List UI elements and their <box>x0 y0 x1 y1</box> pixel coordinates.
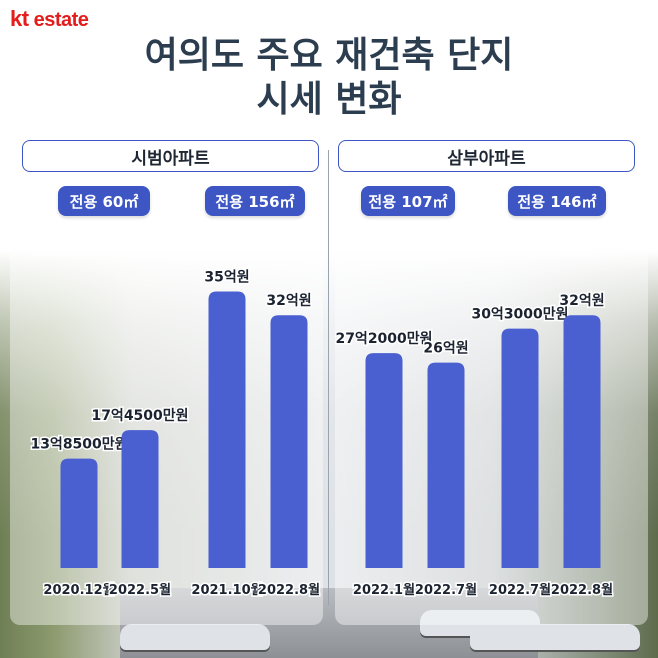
bar-value-label: 26억원 <box>423 341 468 357</box>
bar-value-label: 32억원 <box>266 293 311 309</box>
bar-value-label: 32억원 <box>559 293 604 309</box>
bar-date-label: 2020.12월 <box>43 582 114 598</box>
bar-date-label: 2022.5월 <box>109 582 171 598</box>
complex-header-sibeom: 시범아파트 <box>22 140 319 172</box>
background-car <box>120 624 270 650</box>
size-pill-60: 전용 60㎡ <box>58 186 150 216</box>
bar-3 <box>208 291 246 568</box>
page-title: 여의도 주요 재건축 단지 시세 변화 <box>0 34 658 122</box>
bar-date-label: 2022.7월 <box>415 582 477 598</box>
size-pill-156: 전용 156㎡ <box>205 186 305 216</box>
kt-estate-logo: kt estate <box>10 6 89 31</box>
bar-8 <box>563 315 601 568</box>
size-pill-146: 전용 146㎡ <box>508 186 606 216</box>
bar-date-label: 2022.8월 <box>258 582 320 598</box>
bar-date-label: 2022.8월 <box>551 582 613 598</box>
bar-date-label: 2022.1월 <box>353 582 415 598</box>
title-line-1: 여의도 주요 재건축 단지 <box>144 35 514 76</box>
background-car <box>470 624 640 650</box>
title-line-2: 시세 변화 <box>256 79 402 120</box>
bar-7 <box>501 328 539 568</box>
bar-value-label: 17억4500만원 <box>91 408 188 424</box>
bar-value-label: 13억8500만원 <box>30 437 127 453</box>
bar-4 <box>270 315 308 568</box>
panel-divider <box>328 150 329 605</box>
bar-value-label: 30억3000만원 <box>471 307 568 323</box>
bar-1 <box>60 458 98 568</box>
bar-date-label: 2022.7월 <box>489 582 551 598</box>
bar-value-label: 35억원 <box>204 270 249 286</box>
bar-2 <box>121 430 159 568</box>
bar-date-label: 2021.10월 <box>191 582 262 598</box>
size-pill-107: 전용 107㎡ <box>361 186 455 216</box>
bar-value-label: 27억2000만원 <box>335 331 432 347</box>
bar-6 <box>427 362 465 568</box>
bar-5 <box>365 353 403 568</box>
complex-header-sambu: 삼부아파트 <box>338 140 635 172</box>
